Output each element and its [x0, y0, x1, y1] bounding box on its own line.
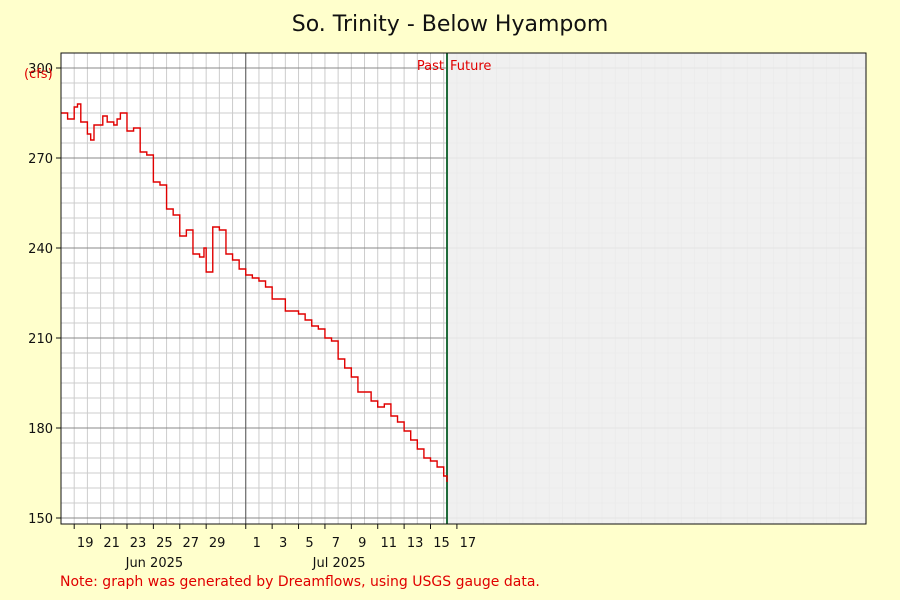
y-tick-label: 270	[28, 152, 53, 167]
x-tick-label: 1	[253, 536, 261, 551]
x-tick-label: 17	[460, 536, 477, 551]
plot-border	[60, 52, 867, 525]
x-tick-label: 9	[358, 536, 366, 551]
x-tick-label: 27	[182, 536, 199, 551]
y-tick-label: 180	[28, 422, 53, 437]
y-tick-label: 210	[28, 332, 53, 347]
past-label: Past	[417, 59, 444, 74]
x-tick-label: 11	[380, 536, 397, 551]
x-month-label: Jun 2025	[125, 556, 184, 571]
x-tick-label: 19	[77, 536, 94, 551]
x-tick-label: 7	[332, 536, 340, 551]
x-tick-label: 13	[407, 536, 424, 551]
x-tick-label: 21	[103, 536, 120, 551]
x-tick-label: 15	[433, 536, 450, 551]
x-tick-label: 3	[279, 536, 287, 551]
attribution-note: Note: graph was generated by Dreamflows,…	[60, 574, 540, 590]
x-tick-label: 5	[305, 536, 313, 551]
flow-series-line	[61, 103, 448, 482]
x-month-label: Jul 2025	[312, 556, 366, 571]
y-tick-label: 240	[28, 242, 53, 257]
x-tick-label: 23	[130, 536, 147, 551]
y-axis-unit-label: (cfs)	[24, 67, 53, 82]
y-tick-label: 150	[28, 512, 53, 527]
x-tick-label: 29	[209, 536, 226, 551]
future-label: Future	[450, 59, 491, 74]
x-tick-label: 25	[156, 536, 173, 551]
future-region	[447, 53, 866, 524]
chart-title: So. Trinity - Below Hyampom	[291, 12, 609, 37]
y-tick-label: 300	[28, 62, 53, 77]
